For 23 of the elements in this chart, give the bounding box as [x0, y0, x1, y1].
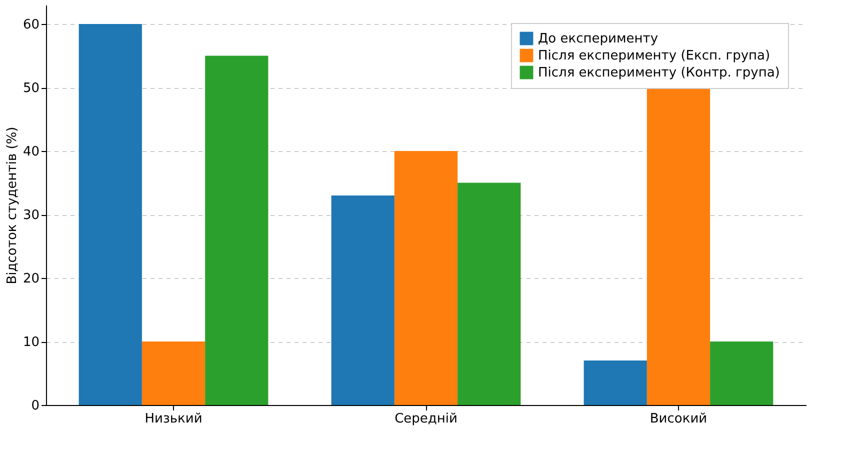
- x-tick-label: Середній: [394, 412, 458, 426]
- y-tick-label: 40: [22, 144, 40, 160]
- x-tick-label: Низький: [144, 412, 202, 426]
- y-tick-label: 10: [22, 335, 40, 350]
- bar: [142, 342, 206, 405]
- bar: [710, 342, 774, 405]
- y-tick-label: 20: [22, 272, 40, 287]
- x-tick-label: Високий: [650, 412, 708, 426]
- y-tick-label: 0: [31, 398, 40, 414]
- bar: [331, 195, 394, 405]
- legend-label: До експерименту: [538, 32, 658, 46]
- y-axis-title: Відсоток студентів (%): [4, 126, 20, 284]
- bar: [205, 56, 268, 405]
- bar: [646, 88, 710, 405]
- bar: [584, 360, 647, 405]
- legend-label: Після експерименту (Контр. група): [538, 66, 780, 80]
- bar: [458, 182, 521, 405]
- y-tick-label: 60: [22, 18, 40, 33]
- bar: [394, 151, 458, 405]
- bar: [78, 24, 142, 405]
- y-tick-label: 30: [22, 208, 40, 224]
- y-tick-label: 50: [22, 81, 40, 96]
- legend-label: Після експерименту (Експ. група): [538, 48, 770, 64]
